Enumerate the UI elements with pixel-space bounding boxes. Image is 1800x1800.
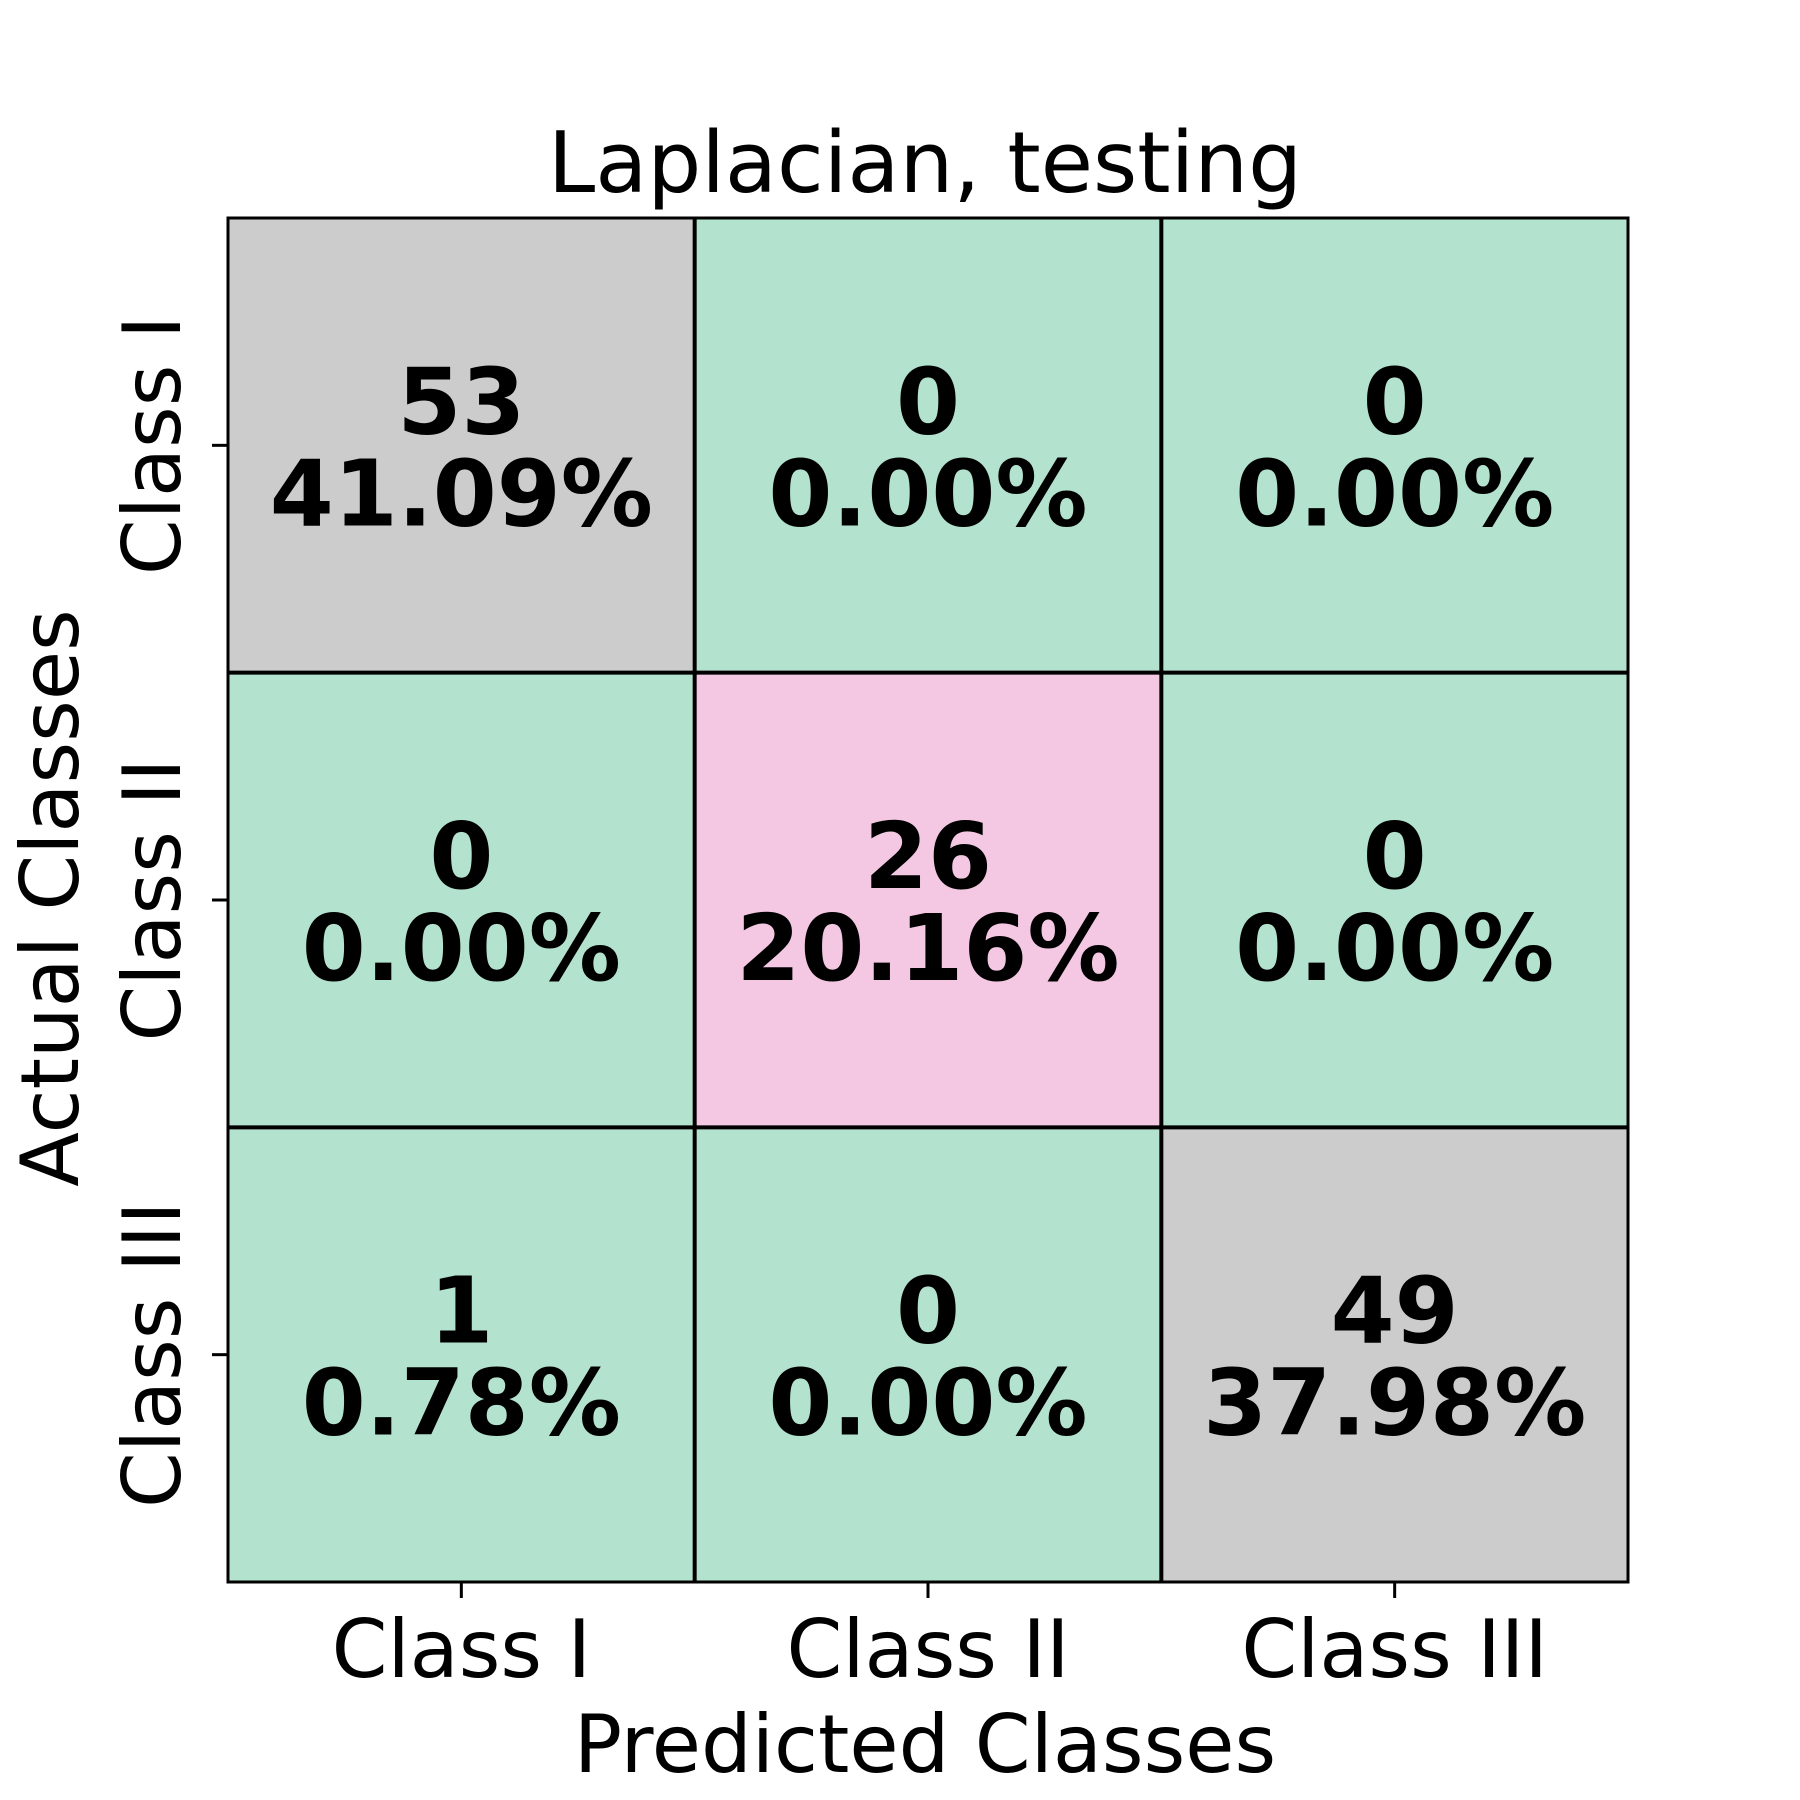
- heatmap-cell-r2-c3: [1161, 672, 1628, 1128]
- y-axis-label: Actual Classes: [4, 609, 97, 1186]
- heatmap-cell-r2-c2: [694, 672, 1162, 1128]
- cell-count-r1-c1: 53: [397, 348, 525, 455]
- x-tick-label-2: Class II: [786, 1603, 1069, 1696]
- cell-labels: 5341.09%00.00%00.00%00.00%2620.16%00.00%…: [270, 348, 1587, 1456]
- cell-percent-r1-c3: 0.00%: [1235, 440, 1554, 547]
- cell-percent-r3-c2: 0.00%: [768, 1350, 1087, 1457]
- cell-percent-r2-c3: 0.00%: [1235, 895, 1554, 1002]
- heatmap-cell-r1-c1: [228, 218, 695, 673]
- chart-title: Laplacian, testing: [548, 114, 1302, 213]
- cell-count-r2-c1: 0: [429, 803, 493, 910]
- x-tick-label-1: Class I: [332, 1603, 592, 1696]
- cell-count-r2-c3: 0: [1363, 803, 1427, 910]
- cell-percent-r3-c1: 0.78%: [302, 1350, 621, 1457]
- cell-count-r3-c3: 49: [1331, 1258, 1459, 1365]
- y-tick-label-2: Class II: [106, 758, 199, 1041]
- axis-ticks: Class I Class II Class III Class I Class II C…: [106, 316, 1548, 1696]
- x-axis-label: Predicted Classes: [574, 1698, 1276, 1791]
- cell-count-r2-c2: 26: [864, 803, 992, 910]
- cell-percent-r1-c2: 0.00%: [768, 440, 1087, 547]
- cell-percent-r1-c1: 41.09%: [270, 440, 653, 547]
- cell-count-r1-c3: 0: [1363, 348, 1427, 455]
- heatmap-cell-r3-c1: [228, 1127, 695, 1582]
- heatmap-cell-r1-c2: [694, 218, 1162, 673]
- cell-count-r1-c2: 0: [896, 348, 960, 455]
- cell-percent-r3-c3: 37.98%: [1203, 1350, 1586, 1457]
- cell-percent-r2-c1: 0.00%: [302, 895, 621, 1002]
- heatmap-cell-r3-c3: [1161, 1127, 1628, 1582]
- x-tick-label-3: Class III: [1241, 1603, 1548, 1696]
- heatmap-cell-r3-c2: [694, 1127, 1162, 1582]
- heatmap-cell-r2-c1: [228, 672, 695, 1128]
- cell-count-r3-c2: 0: [896, 1258, 960, 1365]
- cell-percent-r2-c2: 20.16%: [736, 895, 1119, 1002]
- cell-count-r3-c1: 1: [429, 1258, 493, 1365]
- y-tick-label-3: Class III: [106, 1201, 199, 1508]
- y-tick-label-1: Class I: [106, 316, 199, 576]
- heatmap-cell-r1-c3: [1161, 218, 1628, 673]
- heatmap-cells: [228, 218, 1628, 1582]
